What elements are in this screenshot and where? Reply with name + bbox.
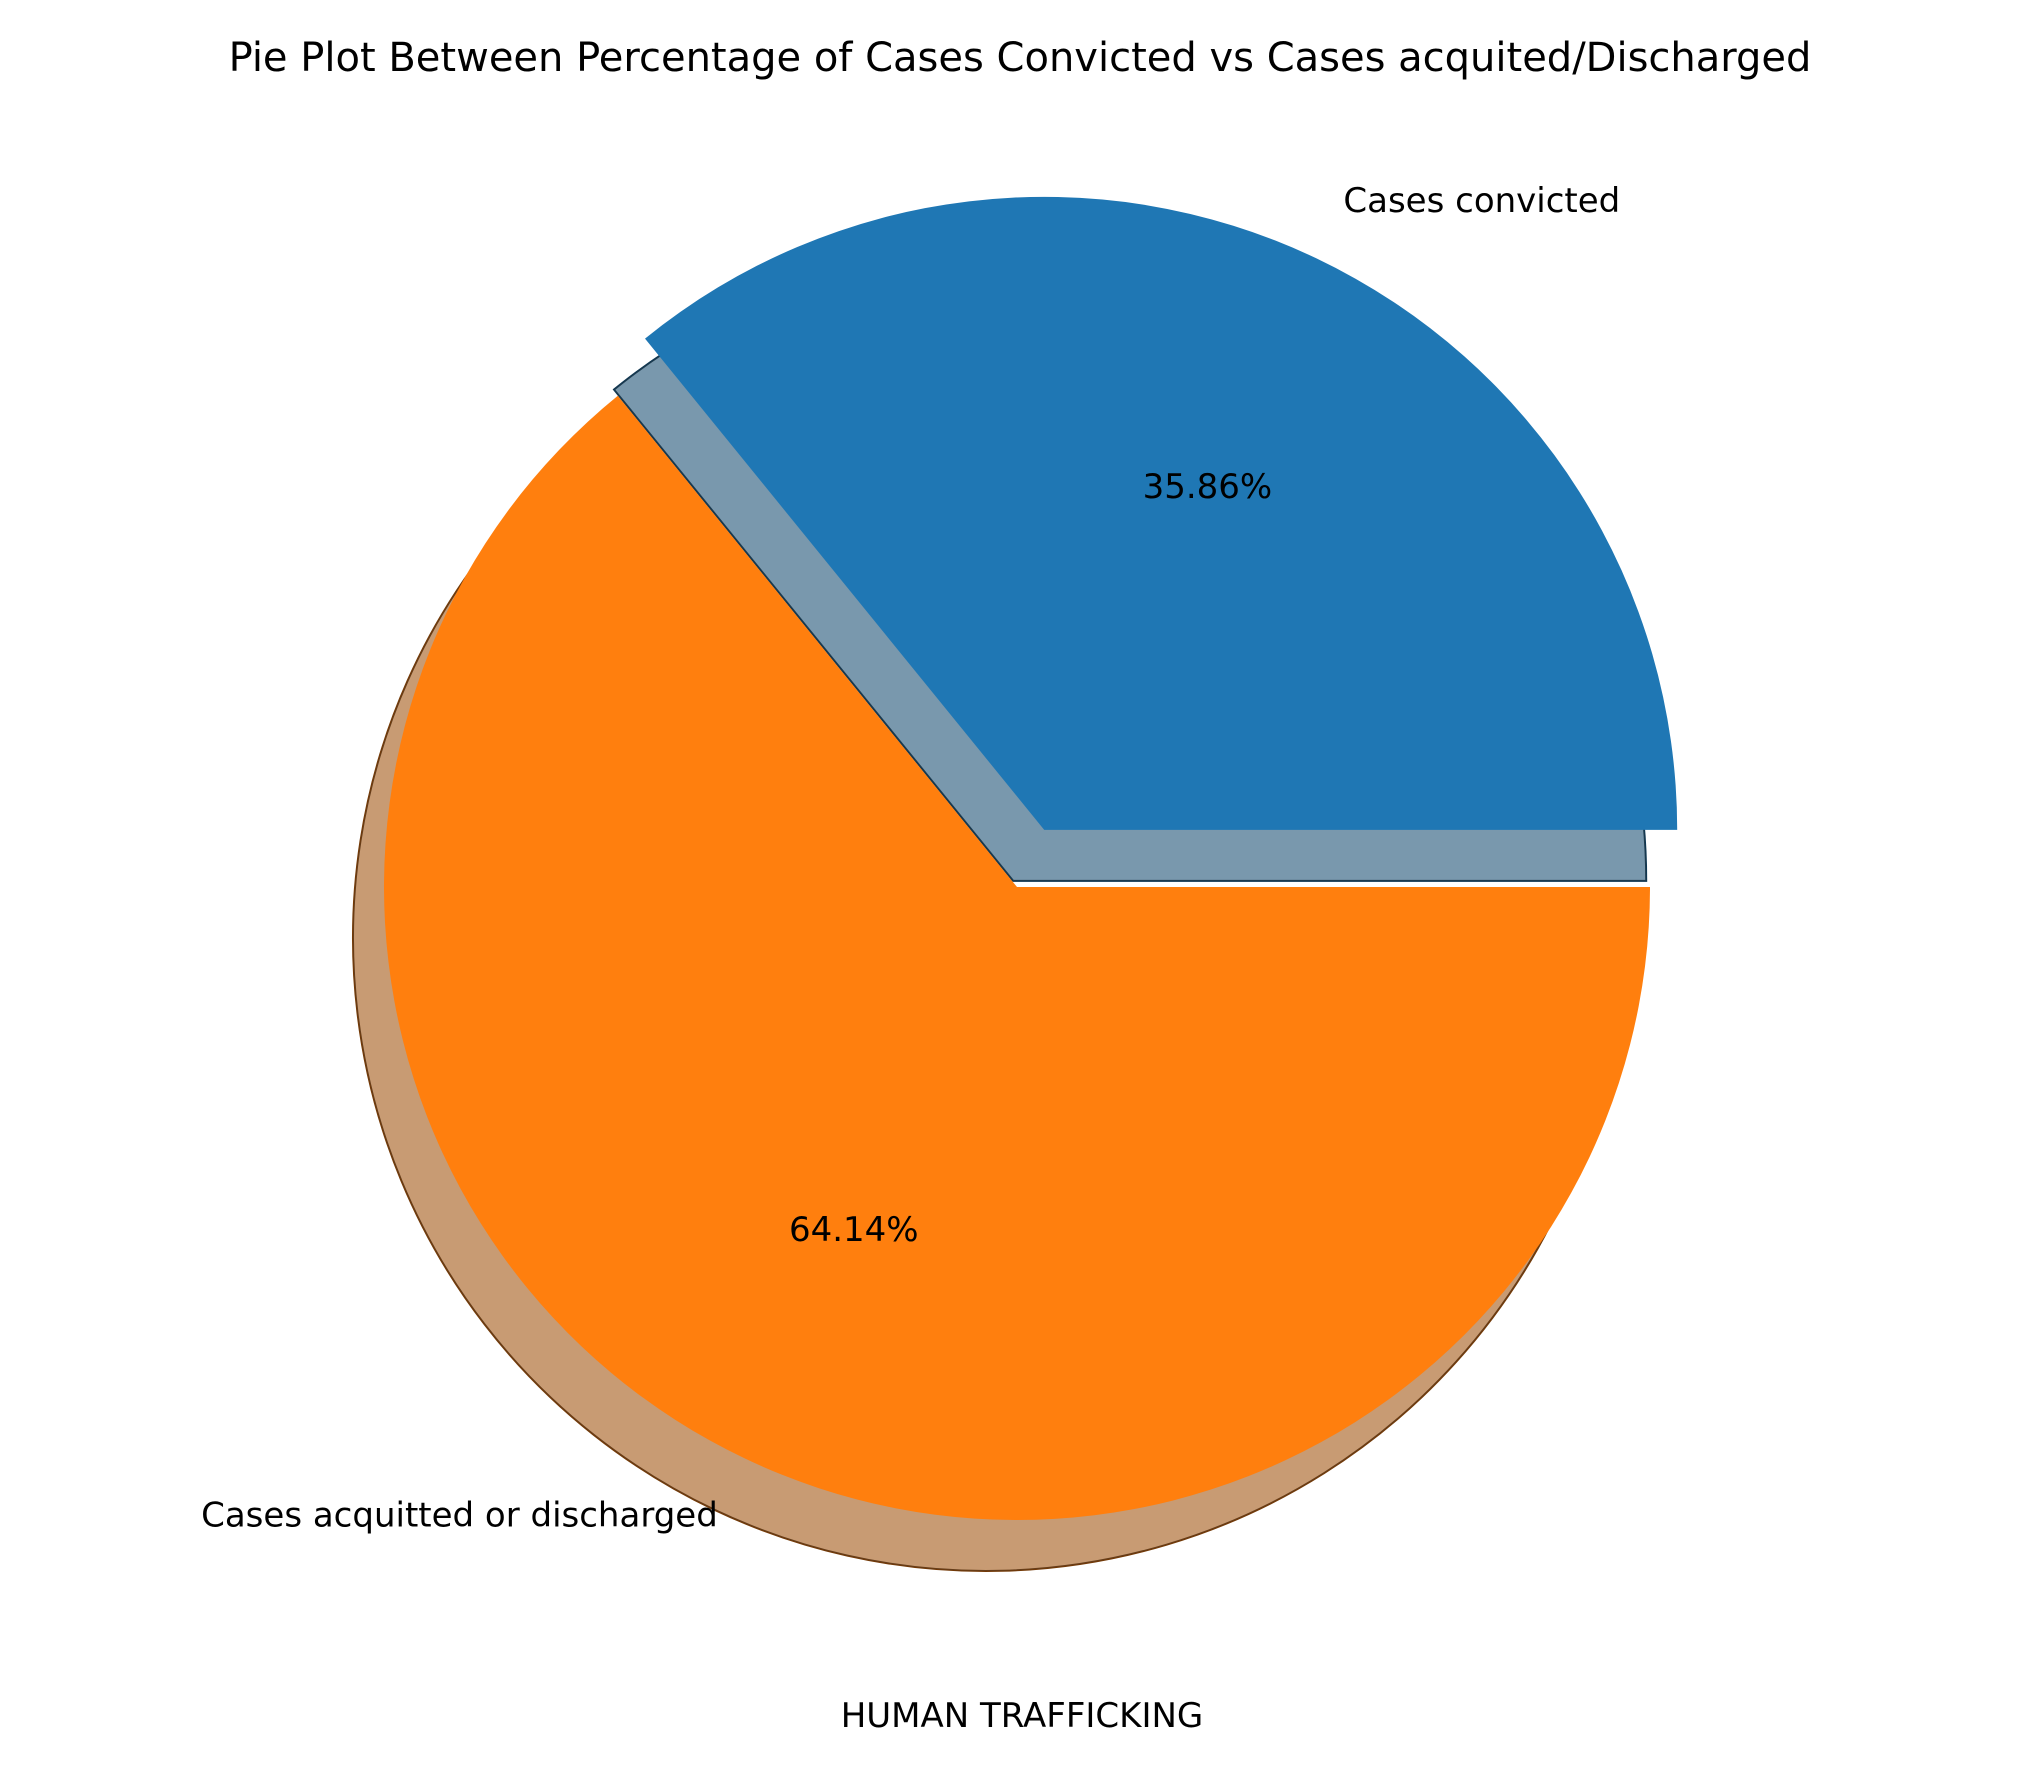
slice-label: Cases acquitted or discharged [201, 1496, 718, 1536]
pie-slice-convicted [645, 196, 1678, 830]
slice-percent-label: 64.14% [789, 1210, 919, 1250]
pie-slice-acquitted [384, 395, 1650, 1520]
slice-percent-label: 35.86% [1143, 467, 1273, 507]
chart-title: Pie Plot Between Percentage of Cases Con… [229, 35, 1812, 81]
slice-label: Cases convicted [1343, 181, 1620, 221]
x-axis-label: HUMAN TRAFFICKING [841, 1696, 1204, 1736]
